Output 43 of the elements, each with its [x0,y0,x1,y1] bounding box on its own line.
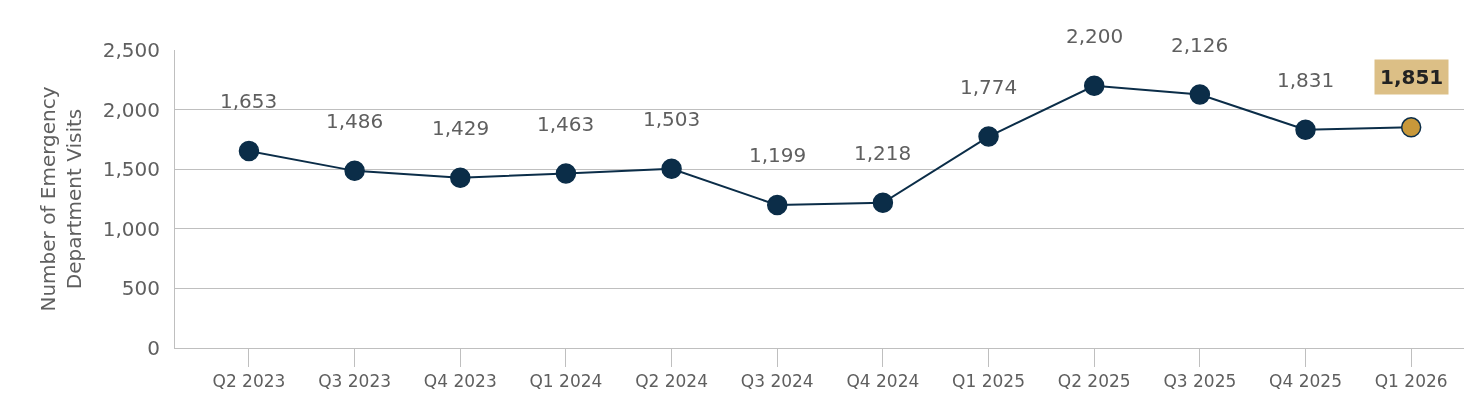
y-axis-title: Number of Emergency Department Visits [36,86,87,312]
y-tick-label: 2,500 [102,38,160,62]
x-tick-label: Q3 2024 [740,371,814,392]
x-tick-label: Q2 2024 [635,371,709,392]
point [978,126,999,147]
x-tick-label: Q1 2026 [1374,371,1448,392]
x-tick-label: Q4 2025 [1269,371,1342,392]
y-tick-label: 1,000 [102,216,160,241]
data-label: 2,126 [1171,33,1229,57]
x-tick-label: Q1 2025 [952,371,1025,392]
y-tick-label: 1,500 [102,157,160,182]
y-tick-label: 500 [121,276,160,301]
x-tick-label: Q4 2023 [423,371,497,392]
data-label: 1,831 [1277,68,1335,92]
y-tick-label: 2,000 [102,97,160,122]
x-tick-label: Q3 2023 [318,371,392,392]
data-label: 1,199 [749,143,807,167]
point [344,160,365,182]
data-label: 1,851 [1380,65,1444,89]
point [555,163,577,184]
x-tick-label: Q2 2025 [1057,371,1131,392]
point [872,192,894,214]
data-label: 1,463 [537,112,595,136]
point [1400,117,1422,138]
point [238,140,260,162]
data-label: 1,486 [326,109,384,133]
data-label: 1,429 [432,116,490,140]
data-label: 2,200 [1066,24,1124,48]
point [1083,75,1105,96]
point [767,194,788,216]
x-tick-label: Q2 2023 [212,371,286,392]
x-tick-label: Q3 2025 [1163,371,1237,392]
point [661,158,682,180]
data-label: 1,218 [854,141,912,165]
point [1295,119,1316,140]
data-label: 1,653 [220,89,278,113]
data-label: 1,503 [643,107,701,131]
point [1189,84,1211,105]
x-tick-label: Q4 2024 [846,371,920,392]
y-tick-label: 0 [147,336,160,360]
data-label: 1,774 [960,75,1018,99]
x-tick-label: Q1 2024 [529,371,603,392]
point [450,167,471,188]
